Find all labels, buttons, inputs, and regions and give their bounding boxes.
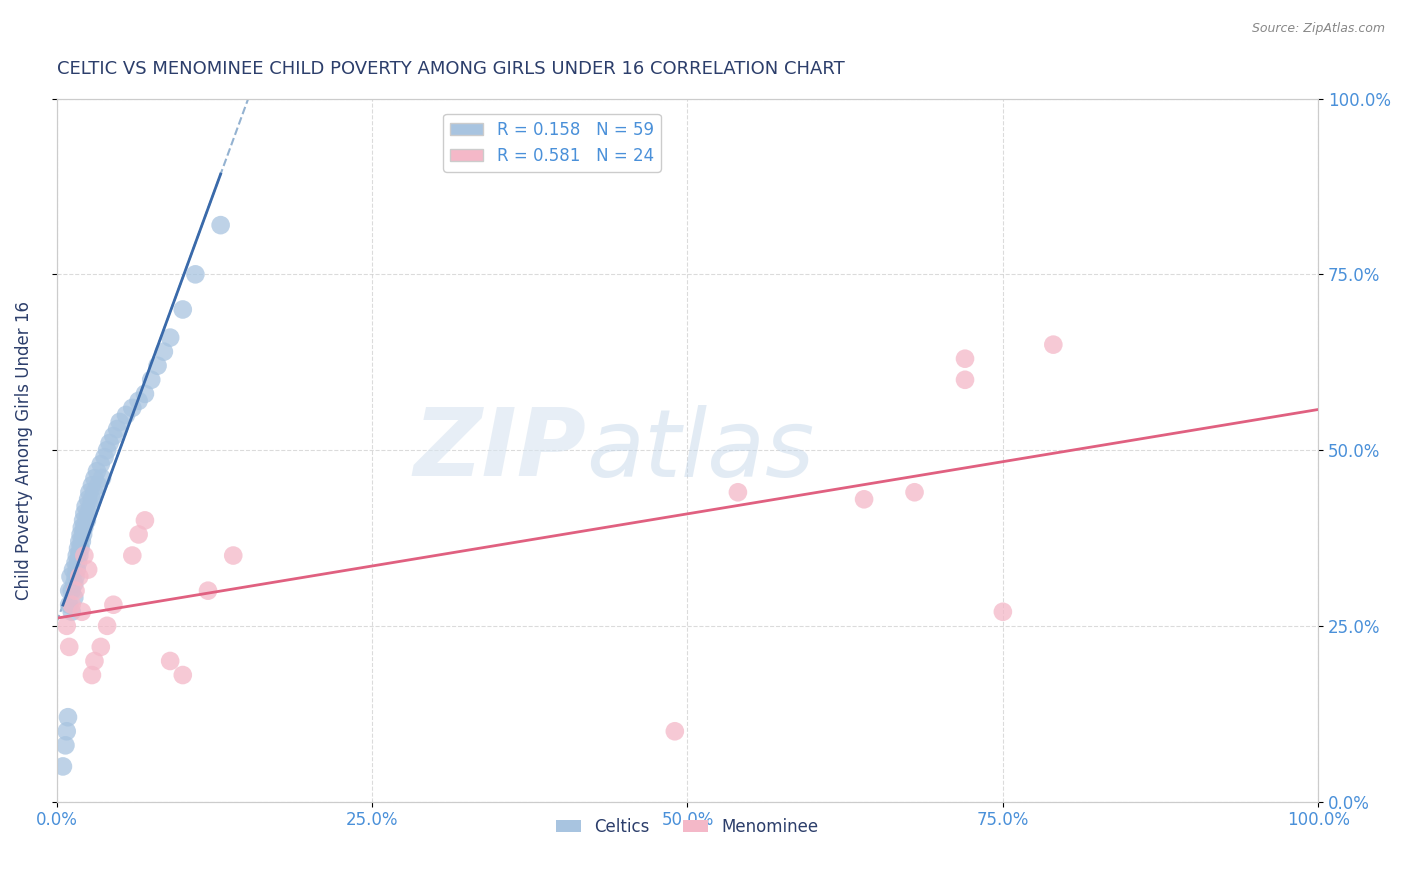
Point [83, 485, 105, 500]
Point [67, 549, 90, 563]
Text: atlas: atlas [586, 405, 814, 496]
Point [63, 576, 86, 591]
Point [65, 583, 87, 598]
Point [58, 583, 80, 598]
Point [96, 443, 118, 458]
Point [67, 569, 90, 583]
Point [141, 373, 163, 387]
Point [90, 640, 112, 654]
Point [73, 520, 96, 534]
Point [90, 457, 112, 471]
Point [197, 583, 219, 598]
Legend: Celtics, Menominee: Celtics, Menominee [550, 811, 825, 842]
Point [903, 485, 925, 500]
Point [76, 513, 98, 527]
Point [70, 605, 93, 619]
Point [103, 598, 125, 612]
Point [664, 724, 686, 739]
Point [55, 739, 77, 753]
Point [72, 527, 94, 541]
Point [128, 393, 150, 408]
Point [55, 619, 77, 633]
Point [153, 344, 176, 359]
Point [70, 520, 93, 534]
Point [121, 401, 143, 415]
Point [209, 218, 232, 232]
Point [73, 549, 96, 563]
Point [953, 373, 976, 387]
Point [72, 513, 94, 527]
Point [108, 415, 131, 429]
Point [77, 507, 100, 521]
Text: CELTIC VS MENOMINEE CHILD POVERTY AMONG GIRLS UNDER 16 CORRELATION CHART: CELTIC VS MENOMINEE CHILD POVERTY AMONG … [56, 60, 845, 78]
Point [727, 485, 749, 500]
Point [60, 598, 83, 612]
Point [172, 668, 194, 682]
Point [60, 605, 83, 619]
Point [67, 541, 90, 556]
Point [67, 556, 90, 570]
Point [66, 549, 89, 563]
Point [80, 668, 103, 682]
Y-axis label: Child Poverty Among Girls Under 16: Child Poverty Among Girls Under 16 [15, 301, 32, 599]
Text: ZIP: ZIP [413, 404, 586, 496]
Point [69, 527, 91, 541]
Point [134, 387, 156, 401]
Point [184, 268, 207, 282]
Point [70, 534, 93, 549]
Point [77, 563, 100, 577]
Point [79, 500, 101, 514]
Point [77, 492, 100, 507]
Point [79, 485, 101, 500]
Point [222, 549, 245, 563]
Point [55, 724, 77, 739]
Point [58, 598, 80, 612]
Point [75, 500, 97, 514]
Point [1042, 337, 1064, 351]
Point [56, 710, 79, 724]
Point [83, 654, 105, 668]
Point [134, 513, 156, 527]
Point [121, 549, 143, 563]
Point [96, 619, 118, 633]
Point [80, 478, 103, 492]
Point [159, 330, 181, 344]
Point [853, 492, 876, 507]
Point [93, 450, 115, 464]
Point [60, 583, 83, 598]
Text: Source: ZipAtlas.com: Source: ZipAtlas.com [1251, 22, 1385, 36]
Point [52, 759, 75, 773]
Point [59, 569, 82, 583]
Point [87, 478, 110, 492]
Point [69, 541, 91, 556]
Point [172, 302, 194, 317]
Point [63, 591, 86, 605]
Point [98, 436, 121, 450]
Point [73, 507, 96, 521]
Point [83, 471, 105, 485]
Point [991, 605, 1014, 619]
Point [65, 556, 87, 570]
Point [65, 569, 87, 583]
Point [146, 359, 169, 373]
Point [103, 429, 125, 443]
Point [159, 654, 181, 668]
Point [953, 351, 976, 366]
Point [86, 464, 108, 478]
Point [58, 640, 80, 654]
Point [62, 563, 84, 577]
Point [128, 527, 150, 541]
Point [66, 563, 89, 577]
Point [80, 492, 103, 507]
Point [67, 534, 90, 549]
Point [115, 408, 138, 422]
Point [105, 422, 128, 436]
Point [91, 471, 114, 485]
